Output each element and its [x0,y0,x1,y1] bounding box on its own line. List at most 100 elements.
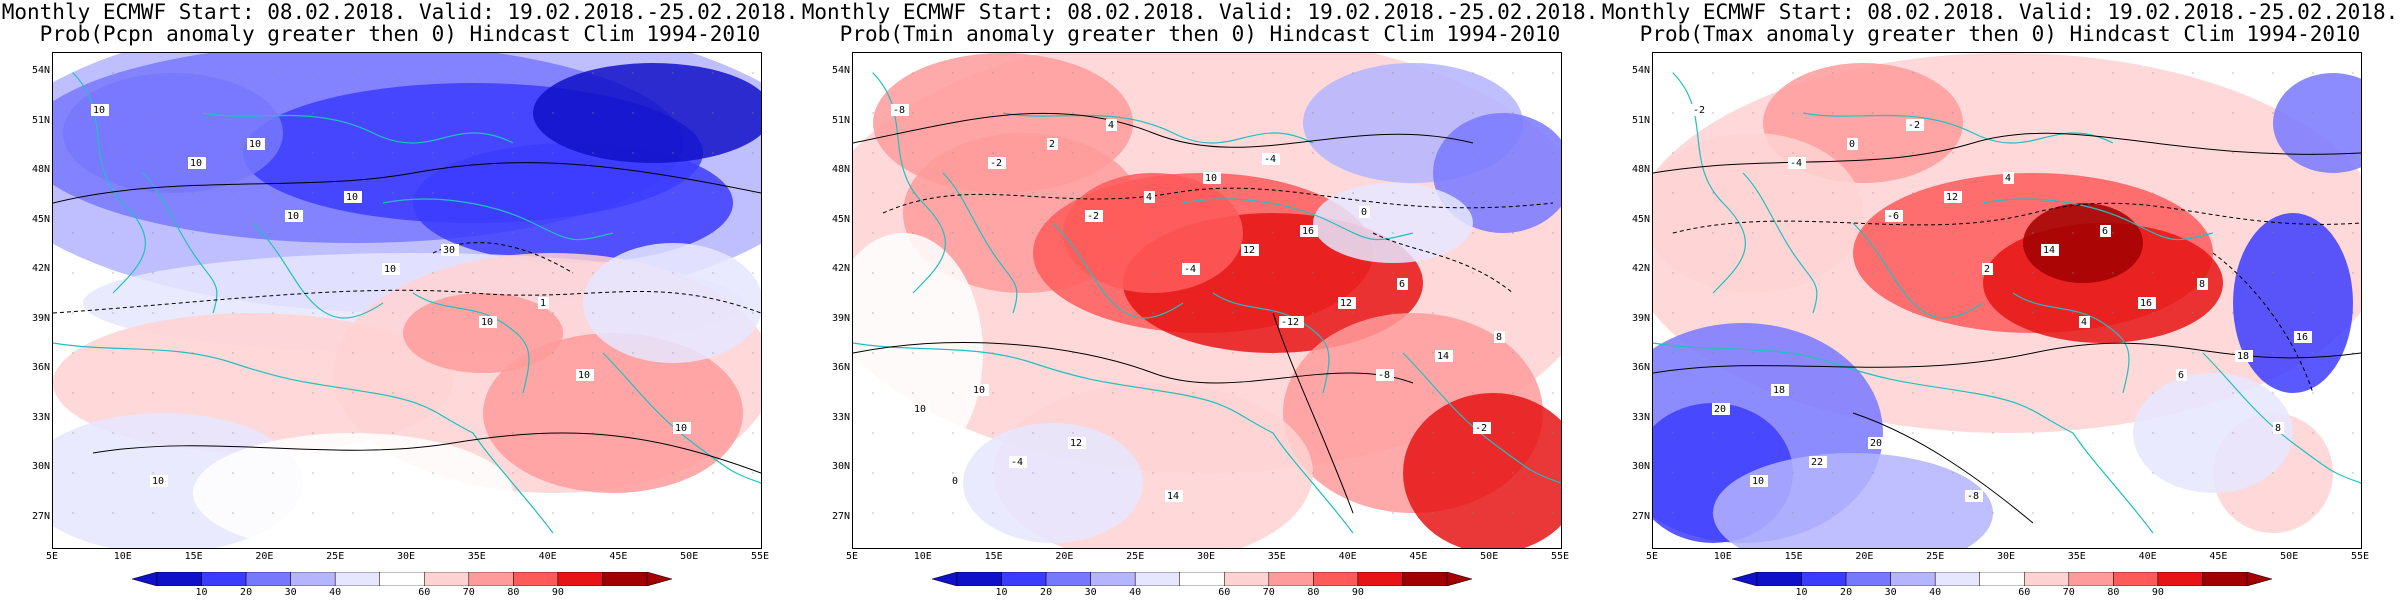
grid-point [632,152,634,154]
grid-point [72,512,74,514]
colorbar-segment [602,572,648,586]
contour-label: -6 [1887,211,1899,222]
grid-point [2272,192,2274,194]
grid-point [912,232,914,234]
grid-point [232,72,234,74]
grid-point [112,72,114,74]
grid-point [2272,72,2274,74]
latitude-label: 48N [831,164,850,175]
grid-point [872,512,874,514]
contour-label-bg [1359,206,1370,218]
grid-point [1272,352,1274,354]
grid-point [2352,352,2354,354]
grid-point [392,472,394,474]
grid-point [1792,312,1794,314]
latitude-label: 27N [31,510,50,522]
grid-point [2032,512,2034,514]
grid-point [192,472,194,474]
grid-point [912,352,914,354]
grid-point [1832,152,1834,154]
grid-point [1432,272,1434,274]
grid-point [472,72,474,74]
latitude-label: 42N [831,263,850,274]
longitude-label: 45E [609,551,628,562]
grid-point [352,392,354,394]
coastline [252,222,384,319]
colorbar-tick-label: 40 [329,587,342,598]
grid-point [1352,392,1354,394]
grid-point [2072,272,2074,274]
grid-point [1232,312,1234,314]
grid-point [1992,432,1994,434]
grid-point [1912,472,1914,474]
map-area[interactable]: -8 -2 -2 -4 -12 -8 -2 0 2 4 12 12 14 10 -4 4 10 16 6 8 10 12 1… [852,52,1562,549]
probability-shading [583,243,761,363]
grid-point [712,112,714,114]
grid-point [1152,72,1154,74]
map-area[interactable]: 10 10 10 10 10 10 10 10 10 10 30 1 [52,52,762,549]
grid-point [1072,152,1074,154]
grid-point [992,272,994,274]
grid-point [432,192,434,194]
contour-label: -4 [1184,264,1196,275]
probability-shading [193,433,513,548]
colorbar-segment [1845,572,1891,586]
grid-point [552,112,554,114]
anomaly-contour [882,187,1554,214]
contour-label-bg [2100,225,2111,237]
grid-point [1952,72,1954,74]
panel-title-line2: Prob(Tmax anomaly greater then 0) Hindca… [1639,22,2361,46]
grid-point [872,392,874,394]
grid-point [152,432,154,434]
grid-point [1192,232,1194,234]
grid-point [1432,72,1434,74]
grid-point [2072,312,2074,314]
grid-point [1072,192,1074,194]
contour-label-bg [150,475,168,487]
contour-label: 14 [1167,491,1179,502]
grid-point [752,352,754,354]
grid-point [392,232,394,234]
contour-label-bg [1965,490,1983,502]
contour-label-bg [912,403,930,415]
grid-point [2072,512,2074,514]
grid-point [2032,392,2034,394]
grid-point [2232,392,2234,394]
grid-point [1992,472,1994,474]
colorbar-tick-label: 30 [284,587,297,598]
grid-point [192,512,194,514]
grid-point [2152,272,2154,274]
colorbar-tick-label: 30 [1084,587,1097,598]
grid-point [1512,312,1514,314]
longitude-label: 20E [1055,551,1074,562]
grid-point [312,152,314,154]
coastline [1052,222,1184,319]
grid-point [1512,352,1514,354]
grid-point [392,512,394,514]
grid-point [1272,192,1274,194]
grid-point [1792,112,1794,114]
grid-point [2192,312,2194,314]
grid-point [1672,472,1674,474]
contour-label-bg [1944,191,1962,203]
grid-point [432,432,434,434]
grid-point [1832,472,1834,474]
colorbar-arrow-right [646,572,672,586]
colorbar-segment [1890,572,1936,586]
grid-point [1912,432,1914,434]
map-area[interactable]: -2 -4 -6 2 4 6 8 10 0 12 14 16 18 20 22 -2 4 6 8 16 18 20 -8 [1652,52,2362,549]
grid-point [392,192,394,194]
grid-point [1992,192,1994,194]
grid-point [552,72,554,74]
grid-point [192,112,194,114]
contour-label-bg [1788,157,1806,169]
grid-point [192,152,194,154]
grid-point [1832,312,1834,314]
grid-point [712,72,714,74]
latitude-label: 39N [31,312,50,324]
anomaly-contour [1672,202,2361,234]
grid-point [472,152,474,154]
grid-point [152,272,154,274]
grid-point [1192,192,1194,194]
colorbar-segment [334,572,380,586]
